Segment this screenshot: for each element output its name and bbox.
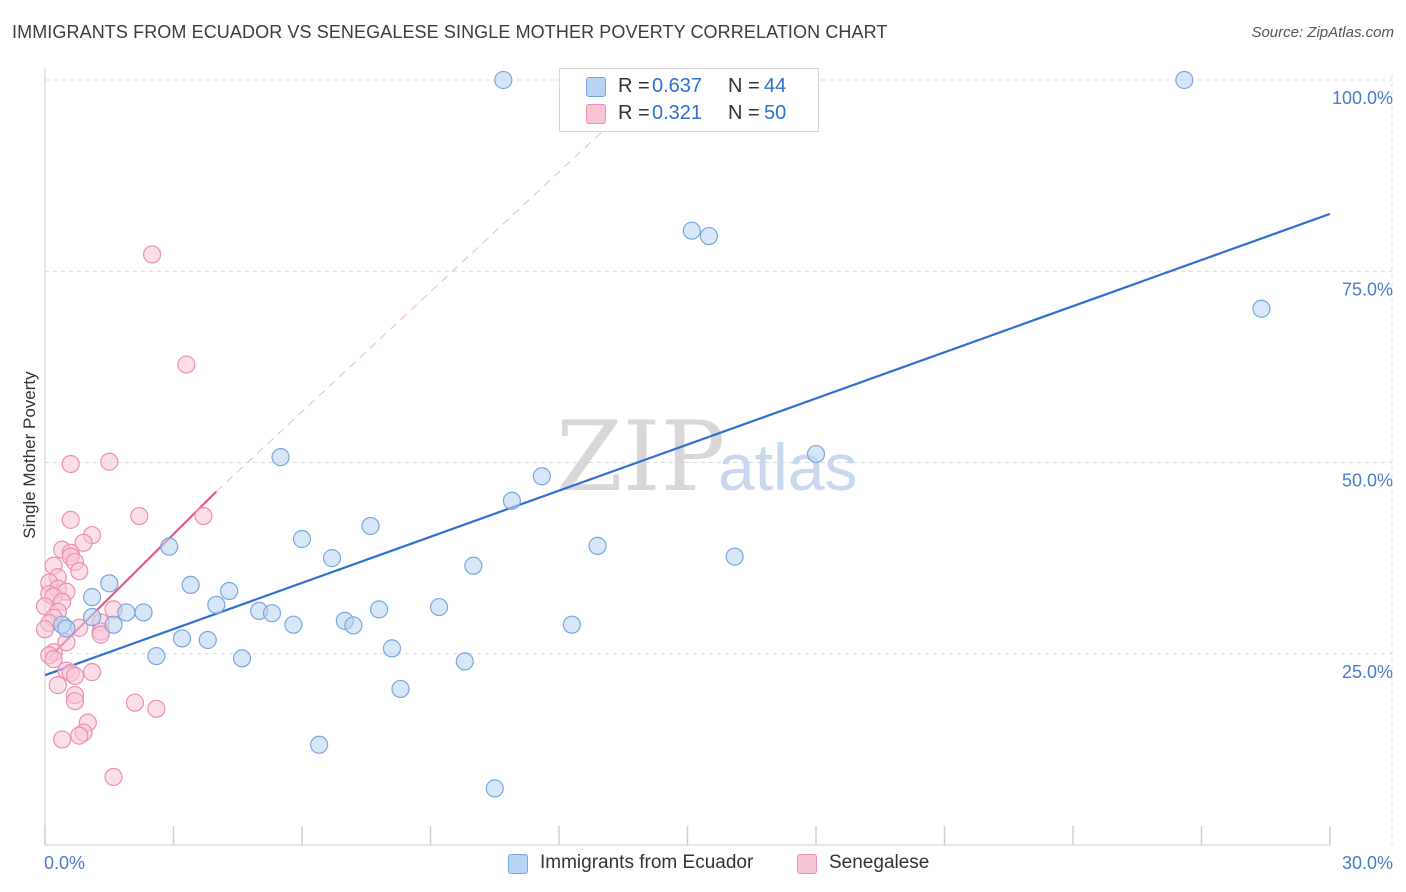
point-ecuador [682, 221, 701, 240]
point-ecuador [699, 226, 719, 246]
point-ecuador [370, 600, 389, 619]
legend-swatch-ecuador [508, 854, 528, 874]
point-ecuador [1175, 70, 1194, 90]
point-ecuador [147, 646, 166, 666]
point-senegalese [147, 699, 166, 718]
y-tick-label: 25.0% [1342, 662, 1393, 682]
point-ecuador [262, 604, 282, 623]
point-senegalese [65, 692, 85, 711]
point-senegalese [142, 245, 162, 264]
point-ecuador [232, 649, 252, 668]
legend-r-value: 0.637 [652, 75, 703, 97]
point-ecuador [391, 679, 410, 699]
point-ecuador [100, 574, 119, 593]
point-senegalese [70, 726, 89, 745]
point-ecuador [485, 779, 504, 798]
point-senegalese [35, 620, 55, 639]
legend-swatch-senegalese [797, 854, 817, 874]
legend-n-label: N = [728, 75, 760, 97]
chart-title: IMMIGRANTS FROM ECUADOR VS SENEGALESE SI… [12, 22, 888, 42]
point-ecuador [502, 491, 521, 510]
legend-n-value: 50 [764, 102, 787, 124]
y-tick-label: 75.0% [1342, 279, 1393, 299]
point-ecuador [494, 70, 513, 90]
point-ecuador [104, 615, 123, 634]
point-ecuador [198, 630, 217, 650]
stats-legend: R = 0.637 N = 44 R = 0.321 N = 50 [559, 68, 819, 132]
point-ecuador [532, 467, 551, 486]
point-senegalese [44, 650, 63, 669]
point-ecuador [310, 735, 329, 754]
legend-swatch-blue [586, 77, 606, 97]
tick-labels: 25.0% 50.0% 75.0% 100.0% 0.0% 30.0% [44, 88, 1393, 873]
legend-n-label: N = [728, 102, 760, 124]
watermark-atlas: atlas [718, 430, 857, 504]
point-ecuador [588, 536, 607, 555]
point-senegalese [74, 533, 93, 552]
point-ecuador [455, 652, 474, 671]
point-ecuador [181, 575, 200, 595]
point-ecuador [284, 615, 303, 634]
point-senegalese [177, 355, 196, 374]
point-ecuador [344, 616, 363, 635]
point-senegalese [48, 676, 67, 695]
point-ecuador [1252, 299, 1271, 318]
data-points [35, 70, 1271, 798]
trend-lines [44, 79, 1331, 677]
point-senegalese [91, 625, 110, 644]
point-senegalese [130, 506, 149, 526]
legend-r-label: R = [618, 102, 650, 124]
point-ecuador [207, 595, 226, 614]
y-tick-label: 100.0% [1332, 88, 1393, 108]
point-senegalese [61, 510, 80, 529]
legend-n-value: 44 [764, 75, 787, 97]
source-label: Source: ZipAtlas.com [1251, 24, 1394, 41]
point-senegalese [104, 767, 123, 787]
point-ecuador [382, 639, 402, 658]
point-senegalese [61, 454, 80, 474]
legend-r-label: R = [618, 75, 650, 97]
y-tick-label: 50.0% [1342, 471, 1393, 491]
point-ecuador [464, 556, 483, 575]
trend-line-ecuador [44, 212, 1331, 677]
point-ecuador [117, 603, 136, 622]
point-ecuador [83, 588, 102, 607]
point-ecuador [172, 629, 192, 648]
point-senegalese [100, 452, 119, 471]
point-ecuador [292, 529, 312, 549]
point-senegalese [53, 730, 72, 749]
point-ecuador [725, 547, 744, 566]
watermark-zip: ZIP [556, 401, 725, 513]
point-ecuador [160, 537, 179, 556]
point-ecuador [271, 448, 290, 467]
x-tick-label: 0.0% [44, 853, 85, 873]
point-ecuador [429, 597, 449, 617]
point-ecuador [361, 516, 380, 536]
point-senegalese [70, 562, 89, 581]
legend-r-value: 0.321 [652, 102, 703, 124]
point-ecuador [134, 603, 153, 622]
point-ecuador [57, 619, 76, 638]
point-ecuador [220, 581, 239, 601]
legend-swatch-pink [586, 104, 606, 124]
point-ecuador [83, 607, 102, 627]
point-ecuador [806, 444, 826, 464]
legend-label-senegalese: Senegalese [829, 852, 930, 873]
y-axis-label: Single Mother Poverty [20, 371, 39, 539]
point-senegalese [125, 693, 145, 712]
axes [44, 68, 1331, 846]
trend-extension-senegalese [215, 79, 658, 492]
point-ecuador [322, 549, 342, 568]
point-ecuador [562, 615, 581, 634]
legend-label-ecuador: Immigrants from Ecuador [540, 852, 754, 873]
point-senegalese [65, 666, 85, 686]
x-tick-label: 30.0% [1342, 853, 1393, 873]
point-senegalese [194, 506, 213, 526]
point-senegalese [83, 663, 102, 682]
